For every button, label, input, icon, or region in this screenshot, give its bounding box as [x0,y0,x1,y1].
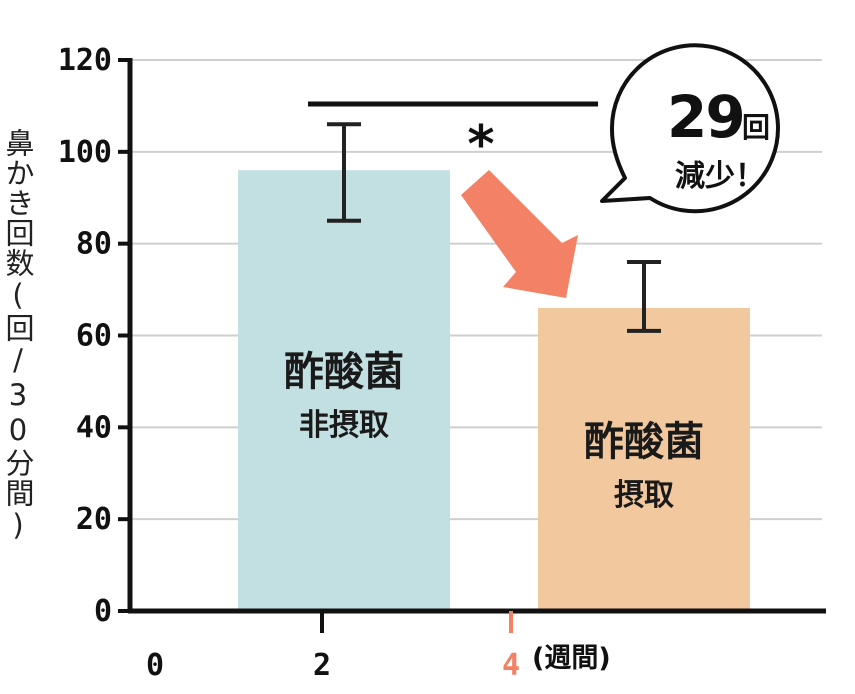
decrease-arrow [461,170,578,298]
speech-bubble [600,43,780,214]
x-ticks: 0 2 4 (週間) [146,643,611,683]
significance-asterisk: * [467,115,494,175]
callout-text: 減少！ [675,159,765,194]
y-tick-label: 20 [76,502,112,537]
y-tick-label: 60 [76,319,112,354]
bar-label-line1: 酢酸菌 [584,419,704,465]
y-tick-label: 120 [58,43,112,78]
x-tick-label: 2 [313,648,331,683]
bars [238,170,750,611]
callout-unit: 回 [742,111,770,144]
y-ticks: 0 20 40 60 80 100 120 [58,43,112,629]
y-tick-label: 80 [76,227,112,262]
x-tick-label: 4 [502,648,520,683]
y-tick-label: 100 [58,135,112,170]
bar-label-line2: 摂取 [614,478,674,513]
axes [118,58,826,633]
bar-label-line1: 酢酸菌 [284,349,404,395]
bar-label-line2: 非摂取 [299,408,389,443]
x-unit-label: (週間) [532,643,611,674]
bar [538,307,750,611]
x-tick-label: 0 [146,648,164,683]
y-tick-label: 0 [94,594,112,629]
bar [238,170,450,611]
y-tick-label: 40 [76,410,112,445]
callout-number: 29 [667,83,744,151]
error-bars [327,122,661,333]
y-axis-label: 鼻かき回数(回/30分間) [1,128,35,543]
